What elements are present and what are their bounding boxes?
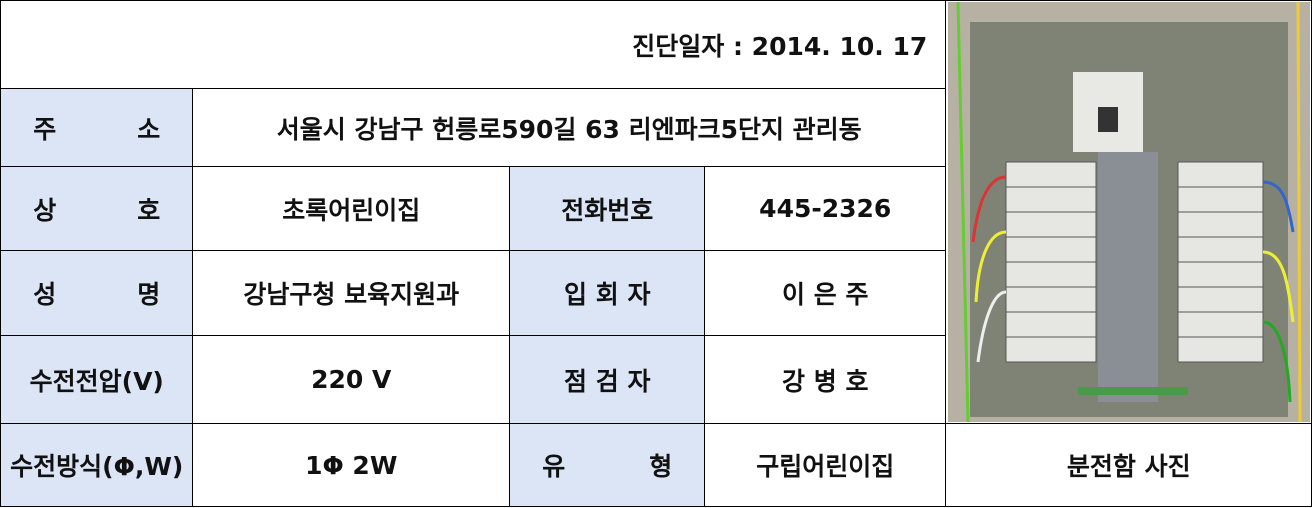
value-cell: 구립어린이집	[704, 423, 947, 508]
cell-text: 220 V	[311, 365, 392, 395]
label-cell: 점 검 자	[509, 335, 706, 425]
cell-text: 강남구청 보육지원과	[243, 280, 460, 310]
value-cell: 초록어린이집	[192, 166, 511, 252]
cell-text: 성 명	[33, 280, 161, 310]
value-cell: 이 은 주	[704, 250, 947, 337]
value-cell: 강남구청 보육지원과	[192, 250, 511, 337]
cell-text: 1Φ 2W	[305, 450, 398, 480]
label-cell: 수전전압(V)	[0, 335, 194, 425]
photo-caption: 분전함 사진	[945, 423, 1313, 508]
label-cell: 상 호	[0, 166, 194, 252]
label-cell: 성 명	[0, 250, 194, 337]
cell-text: 진단일자 : 2014. 10. 17	[632, 31, 928, 61]
cell-text: 강 병 호	[782, 366, 869, 396]
cell-text: 전화번호	[561, 195, 654, 225]
cell-text: 분전함 사진	[1066, 452, 1191, 482]
panel-photo	[948, 2, 1310, 422]
cell-text: 상 호	[33, 195, 161, 225]
cell-text: 이 은 주	[782, 280, 869, 310]
value-cell: 서울시 강남구 헌릉로590길 63 리엔파크5단지 관리동	[192, 88, 947, 168]
cell-text: 입 회 자	[564, 280, 651, 310]
cell-text: 수전방식(Φ,W)	[10, 452, 184, 482]
label-cell: 전화번호	[509, 166, 706, 252]
label-cell: 수전방식(Φ,W)	[0, 423, 194, 508]
photo-frame	[945, 0, 1313, 425]
cell-text: 점 검 자	[564, 366, 651, 396]
label-cell: 주 소	[0, 88, 194, 168]
value-cell: 강 병 호	[704, 335, 947, 425]
label-cell: 유 형	[509, 423, 706, 508]
cell-text: 구립어린이집	[756, 452, 895, 482]
value-cell: 220 V	[192, 335, 511, 425]
cell-text: 수전전압(V)	[29, 366, 164, 396]
cell-text: 주 소	[33, 114, 161, 144]
value-cell: 445-2326	[704, 166, 947, 252]
cell-text: 서울시 강남구 헌릉로590길 63 리엔파크5단지 관리동	[276, 114, 862, 144]
date-cell: 진단일자 : 2014. 10. 17	[0, 0, 947, 90]
cell-text: 유 형	[542, 452, 673, 482]
label-cell: 입 회 자	[509, 250, 706, 337]
value-cell: 1Φ 2W	[192, 423, 511, 508]
cell-text: 445-2326	[759, 194, 892, 224]
cell-text: 초록어린이집	[282, 195, 421, 225]
